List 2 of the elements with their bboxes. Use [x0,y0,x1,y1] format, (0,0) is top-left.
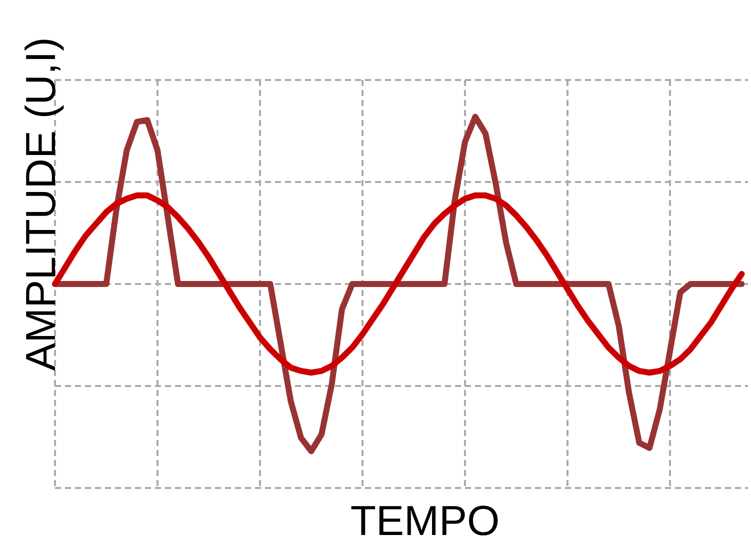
x-axis-title: TEMPO [350,497,500,540]
y-axis-title: AMPLITUDE (U,I) [17,37,64,371]
